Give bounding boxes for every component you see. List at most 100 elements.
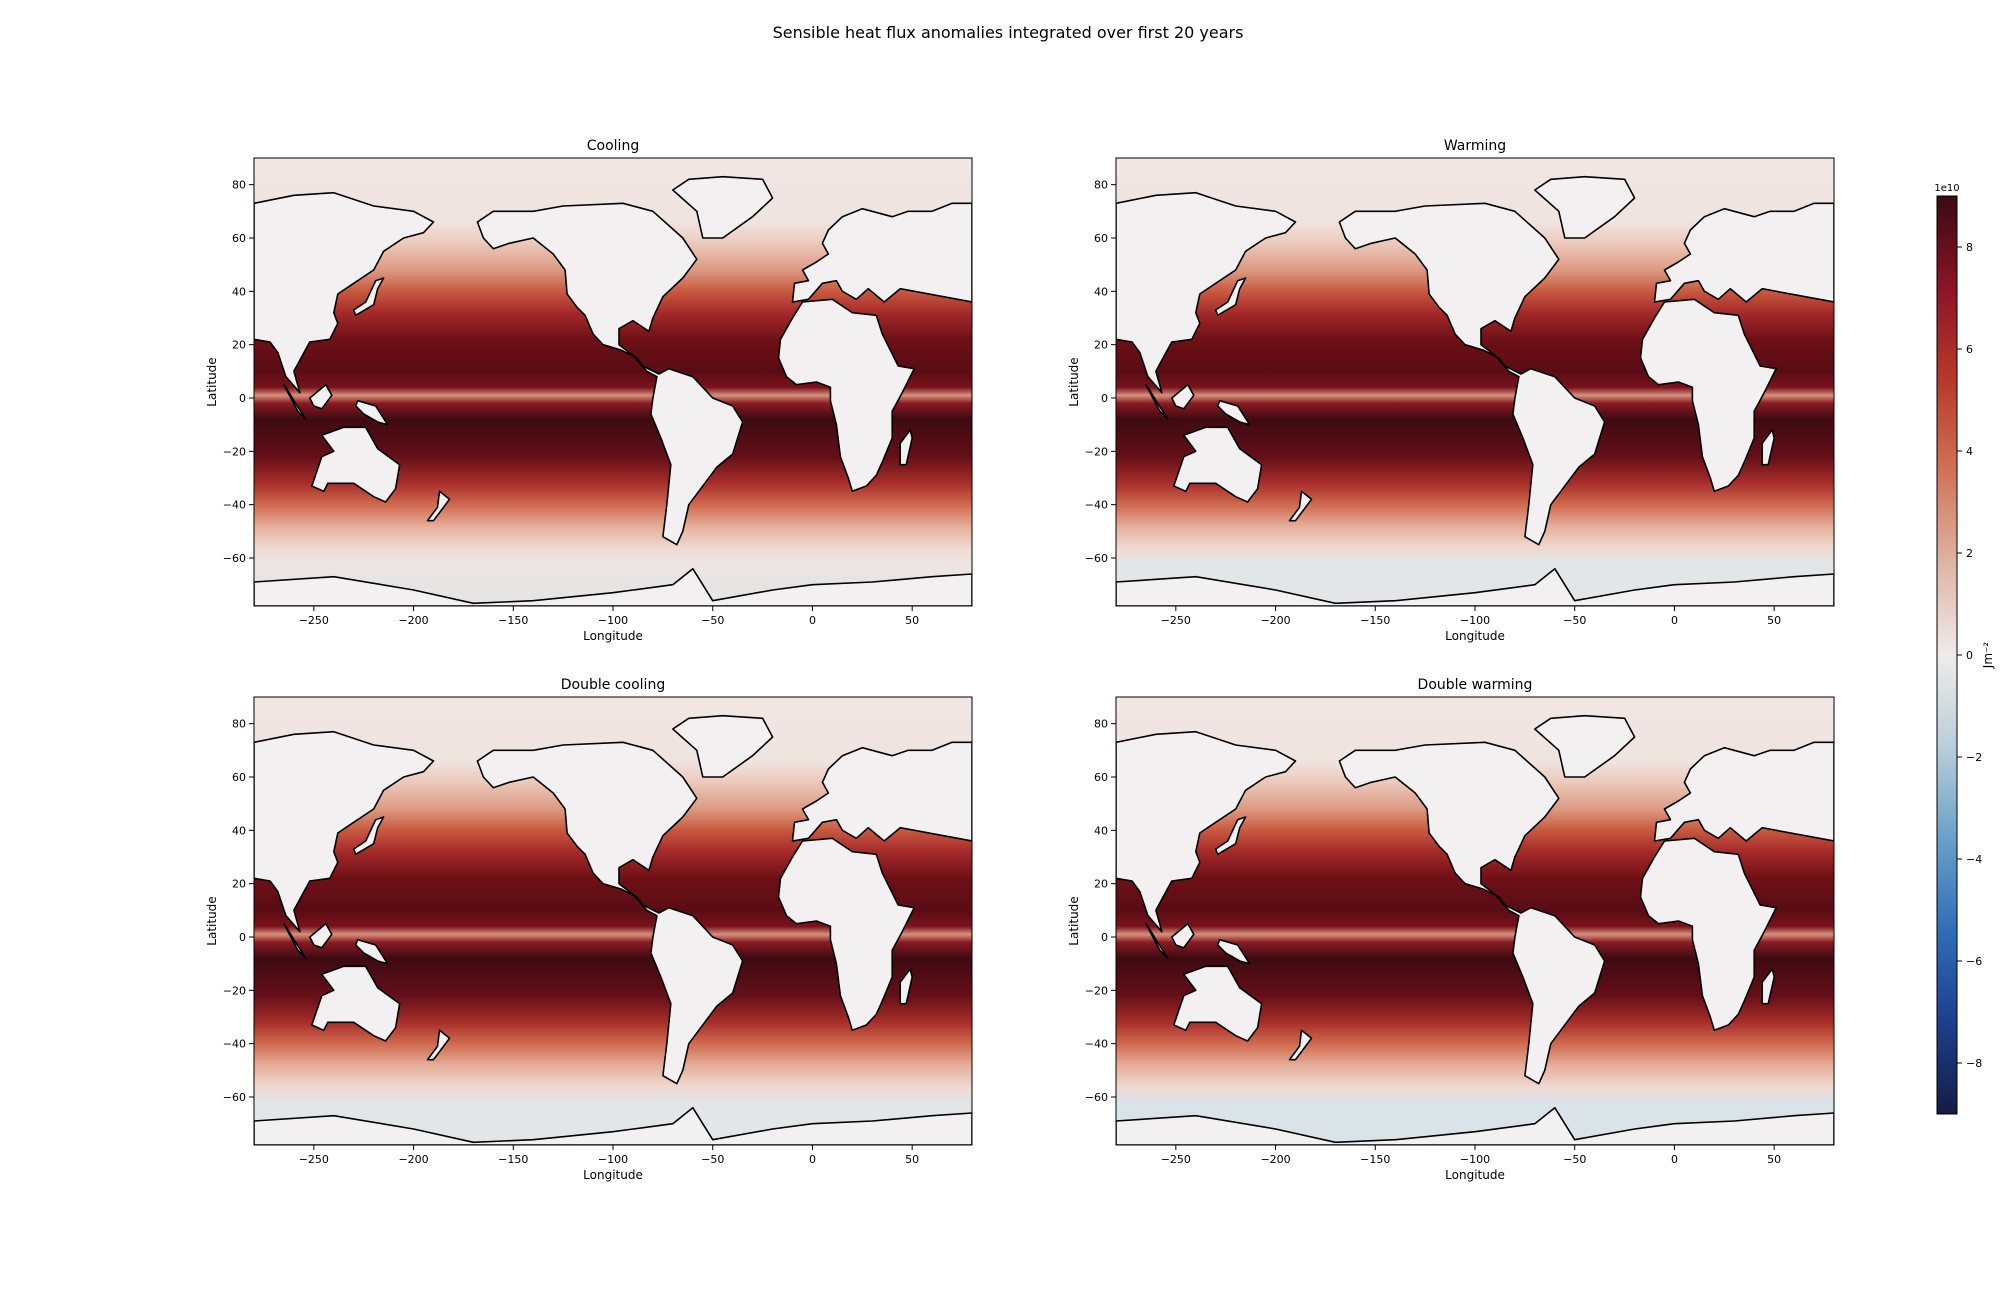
x-tick-label: −250 bbox=[1161, 1153, 1191, 1166]
colorbar-tick-label: −2 bbox=[1966, 751, 1982, 764]
coastline-13 bbox=[254, 1106, 972, 1145]
y-axis-label: Latitude bbox=[205, 357, 219, 406]
coastline-8 bbox=[311, 965, 401, 1042]
coastline-9 bbox=[1145, 383, 1169, 421]
coastline-10 bbox=[309, 383, 333, 410]
x-axis-label: Longitude bbox=[1445, 1168, 1505, 1182]
x-tick-label: −50 bbox=[1563, 1153, 1586, 1166]
coastline-10 bbox=[1171, 922, 1195, 949]
coastline-4 bbox=[899, 429, 913, 466]
coastline-3 bbox=[1639, 298, 1777, 493]
x-tick-label: −150 bbox=[1360, 614, 1390, 627]
y-axis-label: Latitude bbox=[1067, 357, 1081, 406]
coastline-2 bbox=[672, 175, 774, 239]
y-tick-label: 60 bbox=[1094, 232, 1108, 245]
panel-title: Cooling bbox=[587, 138, 639, 154]
x-tick-label: −150 bbox=[498, 1153, 528, 1166]
coastline-1 bbox=[1338, 741, 1606, 1085]
colorbar-tick-label: 0 bbox=[1966, 649, 1973, 662]
x-tick-label: −100 bbox=[1460, 1153, 1490, 1166]
x-tick-label: −150 bbox=[1360, 1153, 1390, 1166]
x-tick-label: 0 bbox=[809, 614, 816, 627]
coastline-2 bbox=[1534, 175, 1636, 239]
y-tick-label: −60 bbox=[1085, 552, 1108, 565]
colorbar: −8 −6 −4 −2 0 2 4 6 8 1e10 Jm⁻² bbox=[1934, 183, 1995, 1115]
coastline-13 bbox=[1116, 1106, 1834, 1145]
x-tick-label: −250 bbox=[1161, 614, 1191, 627]
coastline-12 bbox=[1288, 490, 1313, 522]
coastline-5 bbox=[791, 202, 972, 303]
colorbar-tick-label: 2 bbox=[1966, 547, 1973, 560]
x-axis-label: Longitude bbox=[583, 629, 643, 643]
y-tick-label: 40 bbox=[232, 824, 246, 837]
y-tick-label: −20 bbox=[223, 445, 246, 458]
heatmap-field bbox=[254, 697, 972, 1145]
y-tick-label: −40 bbox=[223, 499, 246, 512]
x-axis-label: Longitude bbox=[1445, 629, 1505, 643]
coastline-11 bbox=[1216, 938, 1251, 965]
y-tick-label: 0 bbox=[1101, 392, 1108, 405]
x-axis-label: Longitude bbox=[583, 1168, 643, 1182]
y-tick-label: −60 bbox=[223, 1091, 246, 1104]
y-tick-label: 40 bbox=[1094, 285, 1108, 298]
y-tick-label: 20 bbox=[1094, 878, 1108, 891]
coastline-7 bbox=[352, 277, 385, 317]
y-tick-label: −40 bbox=[1085, 499, 1108, 512]
coastline-7 bbox=[352, 816, 385, 856]
panel-2: Warming−250 −200 −150 −100 −50 0 50−60−40−2002… bbox=[1067, 138, 1835, 643]
panel-title: Warming bbox=[1444, 138, 1506, 154]
coastline-4 bbox=[1761, 968, 1775, 1005]
x-tick-label: 50 bbox=[905, 1153, 919, 1166]
y-tick-label: 0 bbox=[239, 392, 246, 405]
x-tick-label: 50 bbox=[1767, 614, 1781, 627]
y-tick-label: −40 bbox=[1085, 1038, 1108, 1051]
heatmap-field bbox=[254, 158, 972, 606]
y-tick-label: 40 bbox=[1094, 824, 1108, 837]
coastline-8 bbox=[1173, 965, 1263, 1042]
x-tick-label: −150 bbox=[498, 614, 528, 627]
coastline-7 bbox=[1214, 816, 1247, 856]
coastline-12 bbox=[1288, 1029, 1313, 1061]
heatmap-field bbox=[1116, 697, 1834, 1145]
y-tick-label: 20 bbox=[232, 878, 246, 891]
colorbar-tick-label: 6 bbox=[1966, 343, 1973, 356]
x-tick-label: −50 bbox=[1563, 614, 1586, 627]
y-tick-label: 20 bbox=[232, 339, 246, 352]
coastline-13 bbox=[1116, 567, 1834, 606]
x-tick-label: −250 bbox=[299, 614, 329, 627]
coastline-8 bbox=[1173, 426, 1263, 503]
x-tick-label: −200 bbox=[398, 1153, 428, 1166]
coastline-11 bbox=[354, 938, 389, 965]
y-tick-label: 80 bbox=[232, 718, 246, 731]
colorbar-tick-label: −6 bbox=[1966, 955, 1982, 968]
x-tick-label: −100 bbox=[1460, 614, 1490, 627]
coastline-3 bbox=[1639, 837, 1777, 1032]
panel-title: Double warming bbox=[1418, 677, 1533, 693]
x-tick-label: −200 bbox=[1260, 614, 1290, 627]
x-tick-label: −250 bbox=[299, 1153, 329, 1166]
x-tick-label: 0 bbox=[1671, 1153, 1678, 1166]
colorbar-tick-label: 4 bbox=[1966, 445, 1973, 458]
y-tick-label: −60 bbox=[223, 552, 246, 565]
panel-1: Cooling−250 −200 −150 −100 −50 0 50−60−40−2002… bbox=[205, 138, 973, 643]
x-tick-label: 0 bbox=[809, 1153, 816, 1166]
x-tick-label: −50 bbox=[701, 1153, 724, 1166]
coastline-9 bbox=[283, 922, 307, 960]
y-tick-label: −20 bbox=[1085, 445, 1108, 458]
coastline-4 bbox=[899, 968, 913, 1005]
y-tick-label: −20 bbox=[223, 984, 246, 997]
colorbar-gradient bbox=[1936, 195, 1958, 1115]
coastline-9 bbox=[283, 383, 307, 421]
x-tick-label: 50 bbox=[1767, 1153, 1781, 1166]
colorbar-tick-label: −4 bbox=[1966, 853, 1982, 866]
y-tick-label: 0 bbox=[1101, 931, 1108, 944]
y-tick-label: 80 bbox=[1094, 179, 1108, 192]
coastline-3 bbox=[777, 837, 915, 1032]
y-tick-label: 40 bbox=[232, 285, 246, 298]
coastline-10 bbox=[1171, 383, 1195, 410]
colorbar-label: Jm⁻² bbox=[1981, 642, 1995, 670]
y-tick-label: −20 bbox=[1085, 984, 1108, 997]
y-tick-label: 0 bbox=[239, 931, 246, 944]
coastline-9 bbox=[1145, 922, 1169, 960]
panel-3: Double cooling−250 −200 −150 −100 −50 0 50−60−… bbox=[205, 677, 973, 1182]
